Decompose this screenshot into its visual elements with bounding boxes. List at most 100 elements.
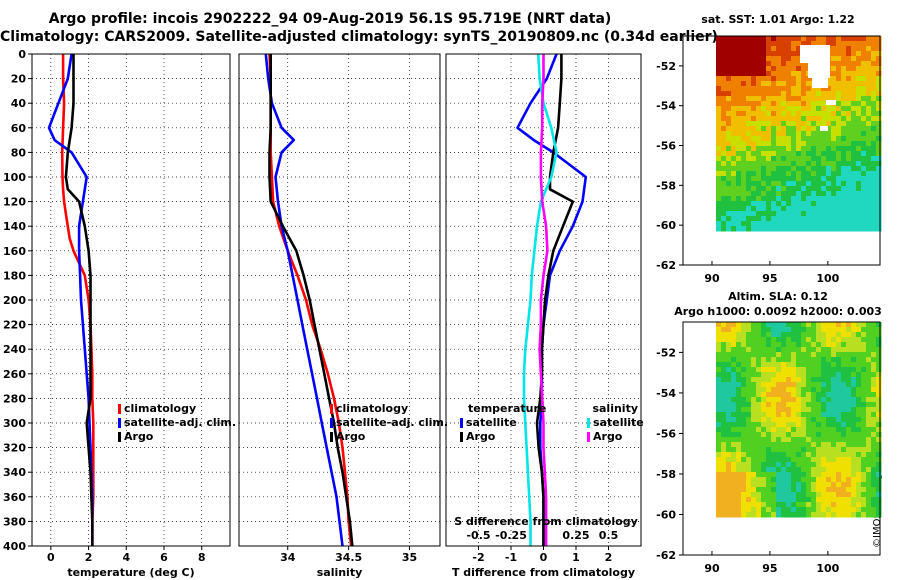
sla-map-cell <box>751 492 757 498</box>
sla-map-cell <box>736 487 742 493</box>
depth-tick-label: 160 <box>3 245 26 258</box>
sla-map-cell <box>761 407 767 413</box>
sst-map-cell <box>816 226 822 232</box>
sla-map-cell <box>821 492 827 498</box>
sst-map-cell <box>851 121 857 127</box>
sla-map-cell <box>756 462 762 468</box>
sla-map-cell <box>786 377 792 383</box>
sla-map-cell <box>786 492 792 498</box>
sla-map-cell <box>846 342 852 348</box>
sst-map-cell <box>831 171 837 177</box>
sla-map-cell <box>866 342 872 348</box>
sst-map-cell <box>796 91 802 97</box>
sst-map-cell <box>876 156 882 162</box>
depth-tick-label: 100 <box>3 171 26 184</box>
sla-map-cell <box>831 347 837 353</box>
sla-map-cell <box>866 467 872 473</box>
sst-map-cell <box>791 76 797 82</box>
sla-map-cell <box>766 437 772 443</box>
sst-map-cell <box>751 146 757 152</box>
sla-map-cell <box>851 372 857 378</box>
sla-map-cell <box>726 512 732 518</box>
sst-map-cell <box>781 66 787 72</box>
sla-map-cell <box>856 507 862 513</box>
sla-map-title-line2: Argo h1000: 0.0092 h2000: 0.003 <box>674 305 882 318</box>
sst-map-cell <box>851 76 857 82</box>
sla-map-cell <box>831 412 837 418</box>
sst-map-cell <box>741 61 747 67</box>
sla-map-cell <box>736 472 742 478</box>
sst-map-cell <box>826 146 832 152</box>
sst-map-cell <box>731 86 737 92</box>
difference-series-salinity-satellite <box>522 53 558 546</box>
sla-map-cell <box>731 477 737 483</box>
sst-map-cell <box>796 96 802 102</box>
sst-map-cell <box>846 96 852 102</box>
sst-map-cell <box>836 161 842 167</box>
sla-map-cell <box>866 332 872 338</box>
sst-map-cell <box>741 81 747 87</box>
sla-map-cell <box>791 512 797 518</box>
sla-map-cell <box>786 487 792 493</box>
sla-map-cell <box>831 372 837 378</box>
sst-map-cell <box>856 46 862 52</box>
sla-map-cell <box>746 382 752 388</box>
sst-map-cell <box>726 116 732 122</box>
sla-map-cell <box>731 352 737 358</box>
sla-map-cell <box>746 322 752 328</box>
sla-map-cell <box>811 407 817 413</box>
sst-map-cell <box>796 111 802 117</box>
sla-map-cell <box>861 332 867 338</box>
sst-map-cell <box>791 151 797 157</box>
sst-map-cell <box>816 196 822 202</box>
sst-map-cell <box>721 121 727 127</box>
sla-map-cell <box>826 487 832 493</box>
sla-map-cell <box>871 352 877 358</box>
sla-map-cell <box>786 497 792 503</box>
sst-map-cell <box>766 91 772 97</box>
sla-map-cell <box>826 452 832 458</box>
sla-map-cell <box>746 497 752 503</box>
sst-map-cell <box>836 216 842 222</box>
sla-map-cell <box>751 422 757 428</box>
sla-map-cell <box>741 367 747 373</box>
sst-map-cell <box>811 136 817 142</box>
sla-map-cell <box>766 347 772 353</box>
sst-map-cell <box>856 151 862 157</box>
sst-map-cell <box>811 131 817 137</box>
sla-map-cell <box>726 327 732 333</box>
sst-map-cell <box>756 56 762 62</box>
sla-map-cell <box>811 497 817 503</box>
sla-map-cell <box>771 442 777 448</box>
sla-map-cell <box>796 372 802 378</box>
sla-map-cell <box>846 357 852 363</box>
sst-map-cell <box>856 196 862 202</box>
sla-map-cell <box>826 472 832 478</box>
sst-map-cell <box>736 191 742 197</box>
sst-map-cell <box>761 76 767 82</box>
sla-map-cell <box>866 327 872 333</box>
sst-map-cell <box>756 46 762 52</box>
sst-map-cell <box>846 196 852 202</box>
sla-map-cell <box>826 427 832 433</box>
sst-map-cell <box>771 186 777 192</box>
sst-map-y-tick-label: -54 <box>656 100 676 113</box>
sla-map-cell <box>861 442 867 448</box>
sla-map-cell <box>856 467 862 473</box>
sst-map-y-tick-label: -58 <box>656 179 676 192</box>
sla-map-cell <box>746 407 752 413</box>
sla-map-cell <box>806 437 812 443</box>
sst-map-cell <box>871 186 877 192</box>
sla-map-cell <box>796 332 802 338</box>
sla-map-cell <box>831 462 837 468</box>
sst-map-cell <box>851 151 857 157</box>
sla-map-cell <box>796 327 802 333</box>
sla-map-cell <box>781 412 787 418</box>
sla-map-cell <box>716 452 722 458</box>
sla-map-cell <box>771 367 777 373</box>
sst-map-cell <box>746 191 752 197</box>
sst-map-cell <box>786 176 792 182</box>
sst-map-cell <box>776 61 782 67</box>
sla-map-cell <box>811 337 817 343</box>
sla-map-cell <box>851 407 857 413</box>
